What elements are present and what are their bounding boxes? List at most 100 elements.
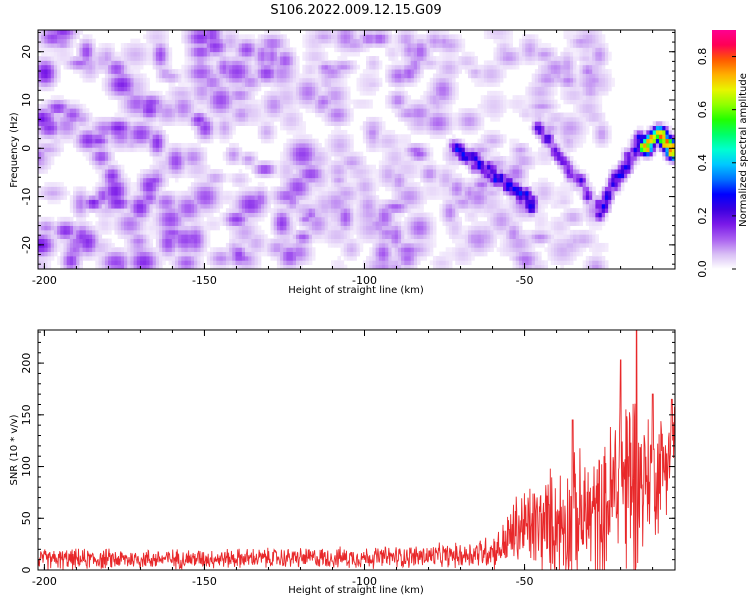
heatmap-cell [139,129,144,135]
heatmap-cell [394,138,399,144]
heatmap-cell [639,147,644,153]
heatmap-cell [299,234,303,239]
heatmap-cell [598,255,603,261]
heatmap-cell [366,169,370,174]
heatmap-cell [346,186,351,192]
heatmap-cell [315,147,319,153]
heatmap-cell [547,134,552,140]
heatmap-cell [50,234,55,239]
heatmap-cell [334,203,338,209]
heatmap-cell [493,186,498,192]
heatmap-cell [85,156,90,161]
heatmap-cell [203,121,208,126]
heatmap-cell [353,242,357,248]
heatmap-cell [350,151,354,157]
heatmap-cell [471,182,475,187]
heatmap-cell [538,255,542,261]
heatmap-cell [340,264,345,269]
heatmap-cell [633,151,638,157]
heatmap-cell [200,264,205,269]
heatmap-cell [159,195,163,200]
heatmap-cell [47,164,52,170]
heatmap-cell [503,221,507,226]
heatmap-cell [124,125,128,131]
heatmap-cell [209,125,214,131]
heatmap-cell [668,156,673,161]
heatmap-cell [579,190,584,196]
heatmap-cell [458,156,462,161]
heatmap-cell [283,255,287,261]
heatmap-cell [171,242,176,248]
heatmap-cell [560,195,564,200]
heatmap-cell [289,247,294,253]
heatmap-cell [209,212,214,218]
heatmap-cell [245,247,249,253]
heatmap-cell [582,247,587,253]
heatmap-cell [388,216,392,222]
heatmap-cell [525,242,529,248]
heatmap-cell [525,238,529,244]
heatmap-cell [480,186,485,192]
heatmap-cell [95,260,99,266]
heatmap-cell [499,216,504,222]
heatmap-cell [487,234,491,239]
heatmap-cell [576,229,580,235]
heatmap-cell [229,173,233,179]
heatmap-cell [493,151,498,157]
heatmap-cell [88,221,93,226]
heatmap-cell [229,255,233,261]
heatmap-cell [496,216,501,222]
heatmap-cell [595,247,599,253]
heatmap-cell [550,199,555,205]
heatmap-cell [592,247,596,253]
heatmap-cell [518,186,523,192]
heatmap-cell [254,169,259,174]
heatmap-cell [108,160,112,166]
heatmap-cell [187,238,192,244]
heatmap-cell [194,182,198,187]
heatmap-cell [455,221,459,226]
heatmap-cell [604,195,609,200]
heatmap-cell [264,242,268,248]
heatmap-cell [66,134,71,140]
heatmap-cell [483,234,488,239]
heatmap-cell [146,251,150,257]
heatmap-cell [388,142,392,148]
heatmap-cell [560,238,564,244]
heatmap-cell [512,164,517,170]
heatmap-cell [257,125,262,131]
heatmap-cell [76,208,80,213]
heatmap-cell [461,203,466,209]
heatmap-cell [525,216,529,222]
heatmap-cell [305,147,310,153]
heatmap-cell [359,238,364,244]
heatmap-cell [617,186,622,192]
heatmap-cell [448,221,453,226]
heatmap-cell [117,264,122,269]
heatmap-cell [264,195,268,200]
heatmap-cell [337,125,341,131]
heatmap-cell [493,169,498,174]
heatmap-cell [146,195,150,200]
heatmap-cell [117,138,122,144]
heatmap-cell [337,190,341,196]
heatmap-cell [120,147,125,153]
heatmap-cell [512,208,517,213]
heatmap-cell [464,260,469,266]
heatmap-cell [426,156,431,161]
heatmap-cell [305,199,310,205]
heatmap-cell [57,186,61,192]
heatmap-cell [582,125,587,131]
heatmap-cell [636,129,641,135]
heatmap-cell [197,142,201,148]
heatmap-cell [117,186,122,192]
heatmap-cell [499,156,504,161]
heatmap-cell [149,121,154,126]
heatmap-cell [98,177,103,183]
heatmap-cell [82,203,87,209]
heatmap-cell [381,251,386,257]
heatmap-cell [159,260,163,266]
heatmap-cell [104,169,109,174]
heatmap-cell [353,229,357,235]
heatmap-cell [423,251,427,257]
